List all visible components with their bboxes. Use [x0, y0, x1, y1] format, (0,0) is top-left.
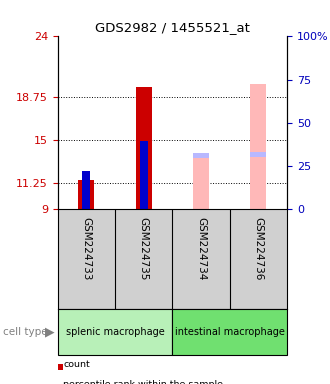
Text: GSM224733: GSM224733 — [82, 217, 91, 281]
Text: intestinal macrophage: intestinal macrophage — [175, 327, 285, 337]
Text: percentile rank within the sample: percentile rank within the sample — [63, 380, 223, 384]
Text: ▶: ▶ — [45, 326, 54, 339]
Bar — [193, 154, 209, 158]
Bar — [58, 309, 173, 355]
Bar — [79, 180, 94, 209]
Bar — [82, 171, 90, 209]
Bar — [140, 141, 148, 209]
Text: count: count — [63, 360, 90, 369]
Bar — [193, 154, 209, 209]
Bar — [173, 309, 287, 355]
Text: GSM224734: GSM224734 — [196, 217, 206, 281]
Bar — [250, 84, 266, 209]
Text: splenic macrophage: splenic macrophage — [66, 327, 164, 337]
Text: cell type: cell type — [3, 327, 48, 337]
Title: GDS2982 / 1455521_at: GDS2982 / 1455521_at — [95, 21, 250, 34]
Bar — [136, 87, 152, 209]
Text: GSM224735: GSM224735 — [139, 217, 149, 281]
Bar — [250, 152, 266, 157]
Text: GSM224736: GSM224736 — [253, 217, 263, 281]
